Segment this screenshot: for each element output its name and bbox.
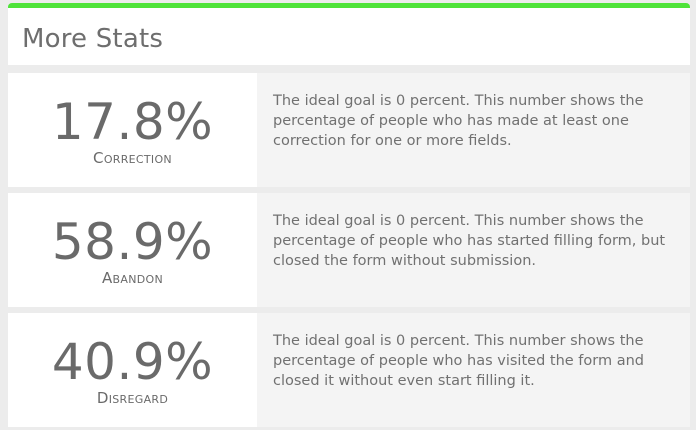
stat-description: The ideal goal is 0 percent. This number…	[257, 313, 690, 427]
stat-value-box: 17.8% Correction	[8, 73, 257, 187]
stat-value: 58.9%	[51, 213, 214, 271]
stat-row-disregard: 40.9% Disregard The ideal goal is 0 perc…	[8, 313, 690, 427]
stat-row-correction: 17.8% Correction The ideal goal is 0 per…	[8, 73, 690, 187]
stat-label: Disregard	[96, 389, 169, 407]
panel-title: More Stats	[22, 24, 164, 54]
stat-description: The ideal goal is 0 percent. This number…	[257, 73, 690, 187]
stat-value: 40.9%	[51, 333, 214, 391]
stat-label: Abandon	[101, 269, 164, 287]
stat-row-abandon: 58.9% Abandon The ideal goal is 0 percen…	[8, 193, 690, 307]
stat-value-box: 40.9% Disregard	[8, 313, 257, 427]
stat-value: 17.8%	[51, 93, 214, 151]
stat-description: The ideal goal is 0 percent. This number…	[257, 193, 690, 307]
stat-value-box: 58.9% Abandon	[8, 193, 257, 307]
stat-label: Correction	[93, 149, 172, 167]
more-stats-header: More Stats	[8, 3, 690, 65]
